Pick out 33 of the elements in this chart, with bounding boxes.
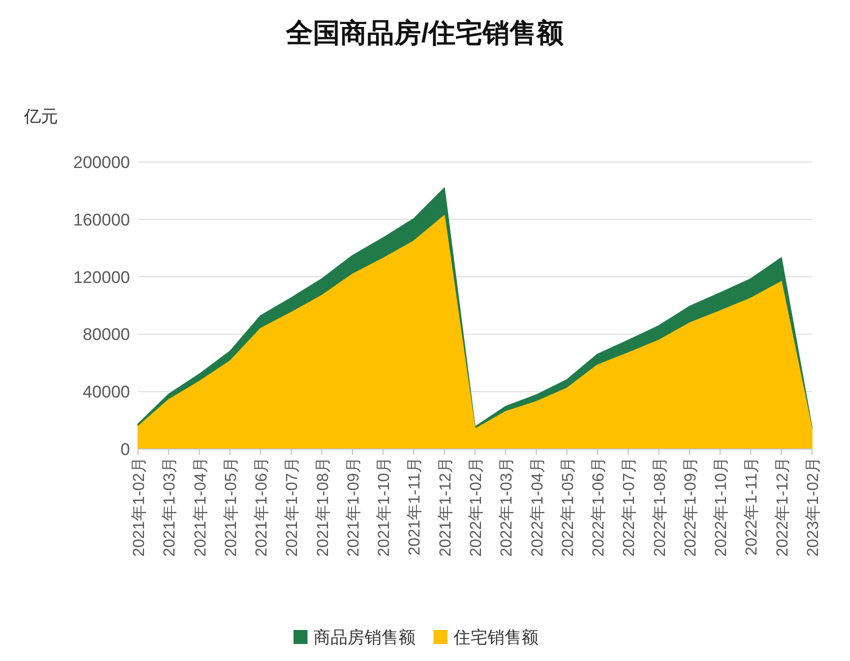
x-tick-label: 2023年1-02月 <box>805 457 822 557</box>
x-tick-label: 2022年1-02月 <box>468 457 485 557</box>
x-tick-label: 2021年1-08月 <box>314 457 332 557</box>
y-tick-label: 120000 <box>73 268 130 287</box>
y-tick-label: 80000 <box>82 325 130 344</box>
x-tick-label: 2021年1-05月 <box>222 457 240 557</box>
x-tick-label: 2022年1-09月 <box>682 457 700 557</box>
x-tick-label: 2022年1-06月 <box>590 457 608 557</box>
x-tick-label: 2022年1-10月 <box>713 457 730 557</box>
y-tick-label: 0 <box>120 440 130 459</box>
x-tick-label: 2022年1-12月 <box>774 457 792 557</box>
x-tick-label: 2022年1-03月 <box>498 457 516 557</box>
x-tick-label: 2021年1-03月 <box>162 457 179 557</box>
x-tick-label: 2022年1-04月 <box>529 457 546 557</box>
x-tick-label: 2022年1-05月 <box>560 457 577 557</box>
x-tick-label: 2021年1-04月 <box>192 457 210 557</box>
x-tick-label: 2021年1-12月 <box>437 457 454 557</box>
y-tick-label: 40000 <box>82 382 130 402</box>
x-tick-label: 2021年1-02月 <box>131 457 148 557</box>
x-tick-label: 2022年1-11月 <box>744 457 761 556</box>
chart-title: 全国商品房/住宅销售额 <box>285 18 565 48</box>
x-tick-label: 2021年1-07月 <box>284 457 302 557</box>
x-tick-label: 2021年1-10月 <box>376 457 394 557</box>
legend-label: 住宅销售额 <box>452 628 538 647</box>
x-tick-label: 2021年1-11月 <box>406 457 424 556</box>
x-tick-label: 2021年1-09月 <box>345 457 362 557</box>
legend-label: 商品房销售额 <box>314 628 416 647</box>
x-tick-label: 2022年1-07月 <box>621 457 638 557</box>
y-tick-label: 200000 <box>73 153 130 172</box>
x-tick-label: 2021年1-06月 <box>254 457 271 557</box>
y-tick-label: 160000 <box>73 210 130 230</box>
x-tick-label: 2022年1-08月 <box>652 457 669 557</box>
y-axis-title: 亿元 <box>23 107 58 126</box>
